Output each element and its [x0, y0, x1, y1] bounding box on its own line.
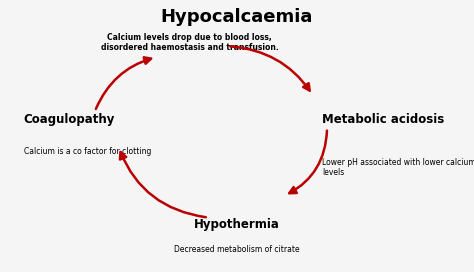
FancyArrowPatch shape	[96, 57, 151, 109]
Text: Decreased metabolism of citrate: Decreased metabolism of citrate	[174, 245, 300, 254]
Text: Metabolic acidosis: Metabolic acidosis	[322, 113, 445, 126]
Text: Calcium levels drop due to blood loss,
disordered haemostasis and transfusion.: Calcium levels drop due to blood loss, d…	[101, 33, 279, 52]
FancyArrowPatch shape	[230, 47, 310, 91]
Text: Hypothermia: Hypothermia	[194, 218, 280, 231]
FancyArrowPatch shape	[289, 131, 327, 193]
FancyArrowPatch shape	[120, 152, 206, 217]
Text: Lower pH associated with lower calcium
levels: Lower pH associated with lower calcium l…	[322, 158, 474, 177]
Text: Calcium is a co factor for clotting: Calcium is a co factor for clotting	[24, 147, 151, 156]
Text: Coagulopathy: Coagulopathy	[24, 113, 115, 126]
Text: Hypocalcaemia: Hypocalcaemia	[161, 8, 313, 26]
